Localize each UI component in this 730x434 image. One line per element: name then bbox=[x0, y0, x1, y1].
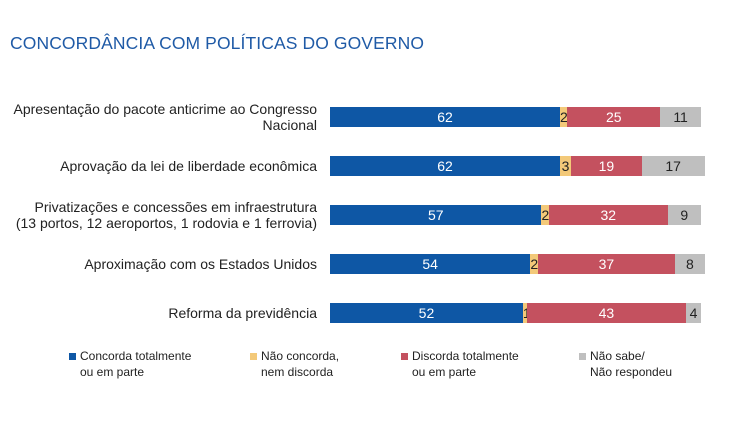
legend-label-line: Concorda totalmente bbox=[80, 349, 192, 363]
bar-segment: 2 bbox=[530, 254, 539, 274]
legend-label-line: Discorda totalmente bbox=[412, 349, 519, 363]
legend-swatch bbox=[69, 353, 76, 360]
legend-label-line: Não sabe/ bbox=[590, 349, 645, 363]
category-label-line: Nacional bbox=[262, 117, 317, 133]
category-label: Privatizações e concessões em infraestru… bbox=[0, 199, 317, 231]
bar-segment: 43 bbox=[526, 303, 687, 323]
bar-segment: 4 bbox=[686, 303, 701, 323]
legend-swatch bbox=[579, 353, 586, 360]
bar-segment: 62 bbox=[330, 156, 561, 176]
bar-segment: 37 bbox=[537, 254, 676, 274]
bar-segment: 2 bbox=[560, 107, 568, 127]
category-label-line: Reforma da previdência bbox=[168, 305, 317, 321]
page-title: CONCORDÂNCIA COM POLÍTICAS DO GOVERNO bbox=[10, 33, 425, 53]
legend-swatch bbox=[250, 353, 257, 360]
bar-segment: 2 bbox=[541, 205, 550, 225]
legend-label: Não sabe/Não respondeu bbox=[590, 348, 672, 380]
category-label: Reforma da previdência bbox=[0, 305, 317, 321]
legend-label: Não concorda, nem discorda bbox=[261, 348, 339, 380]
category-label-line: Aproximação com os Estados Unidos bbox=[84, 256, 317, 272]
bar-segment: 25 bbox=[567, 107, 661, 127]
legend-label: Discorda totalmente ou em parte bbox=[412, 348, 519, 380]
legend-swatch bbox=[401, 353, 408, 360]
category-label-line: Privatizações e concessões em infraestru… bbox=[34, 199, 317, 215]
category-label-line: Apresentação do pacote anticrime ao Cong… bbox=[13, 101, 317, 117]
bar-segment: 57 bbox=[330, 205, 542, 225]
category-label: Apresentação do pacote anticrime ao Cong… bbox=[0, 101, 317, 133]
bar-segment: 19 bbox=[571, 156, 642, 176]
bar-segment: 62 bbox=[330, 107, 561, 127]
bar-segment: 52 bbox=[330, 303, 523, 323]
bar-segment: 9 bbox=[667, 205, 701, 225]
legend-label-line: Não respondeu bbox=[590, 365, 673, 379]
legend-label-line: ou em parte bbox=[80, 365, 145, 379]
legend-label-line: nem discorda bbox=[261, 365, 334, 379]
bar-segment: 32 bbox=[548, 205, 668, 225]
bar-segment: 8 bbox=[675, 254, 705, 274]
bar-segment: 54 bbox=[330, 254, 531, 274]
bar-segment: 11 bbox=[660, 107, 701, 127]
category-label: Aproximação com os Estados Unidos bbox=[0, 256, 317, 272]
bar-segment: 3 bbox=[560, 156, 572, 176]
category-label-line: Aprovação da lei de liberdade econômica bbox=[60, 158, 317, 174]
legend-label-line: Não concorda, bbox=[261, 349, 340, 363]
legend-label: Concorda totalmente ou em parte bbox=[80, 348, 191, 380]
category-label-line: (13 portos, 12 aeroportos, 1 rodovia e 1… bbox=[15, 215, 317, 231]
bar-segment: 17 bbox=[641, 156, 705, 176]
category-label: Aprovação da lei de liberdade econômica bbox=[0, 158, 317, 174]
legend-label-line: ou em parte bbox=[412, 365, 477, 379]
